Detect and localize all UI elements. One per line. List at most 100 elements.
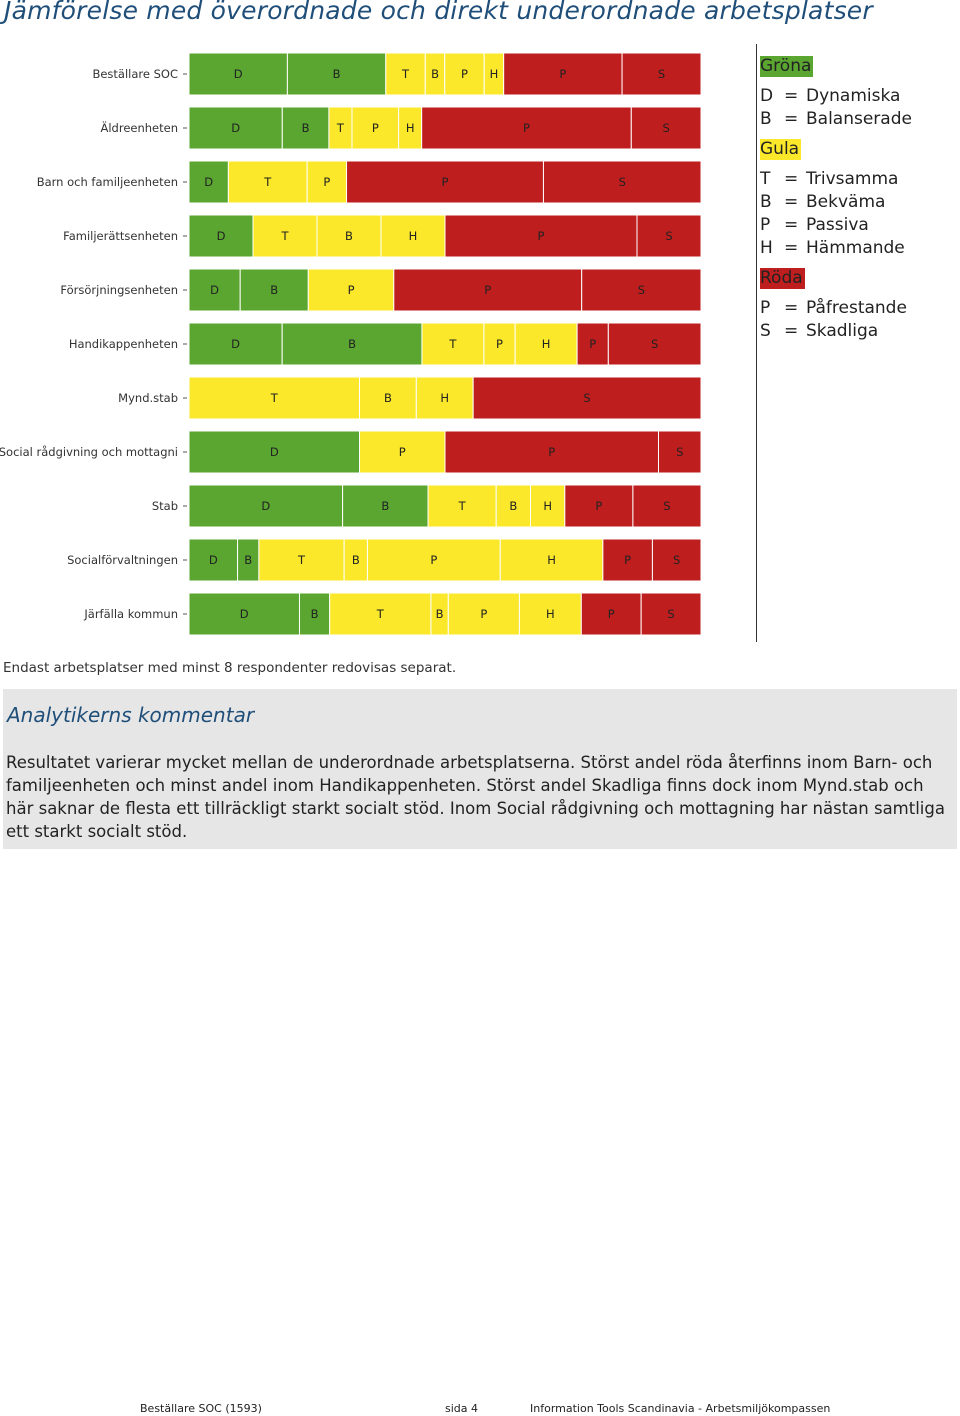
segment-label: B bbox=[352, 553, 360, 567]
legend-item: D = Dynamiska bbox=[760, 85, 912, 108]
category-label: Familjerättsenheten bbox=[63, 229, 178, 243]
segment-label: H bbox=[543, 499, 552, 513]
bar-segment bbox=[393, 268, 583, 312]
bar-segment bbox=[351, 106, 400, 150]
bar-segment bbox=[621, 52, 702, 96]
legend-item-text: Dynamiska bbox=[806, 86, 901, 106]
segment-label: D bbox=[240, 607, 249, 621]
segment-label: H bbox=[546, 607, 555, 621]
bar-segment bbox=[258, 538, 345, 582]
bar-segment bbox=[306, 160, 348, 204]
segment-label: B bbox=[381, 499, 389, 513]
legend-item-text: Bekväma bbox=[806, 192, 886, 212]
segment-label: T bbox=[336, 121, 345, 135]
segment-label: H bbox=[409, 229, 418, 243]
bar-segment bbox=[188, 484, 344, 528]
analyst-comment-text: Resultatet varierar mycket mellan de und… bbox=[6, 753, 945, 841]
segment-label: D bbox=[209, 553, 218, 567]
bar-segment bbox=[636, 214, 702, 258]
segment-label: S bbox=[619, 175, 626, 189]
segment-label: T bbox=[280, 229, 289, 243]
segment-label: T bbox=[297, 553, 306, 567]
segment-label: B bbox=[509, 499, 517, 513]
bar-segment bbox=[188, 376, 360, 420]
segment-label: D bbox=[204, 175, 213, 189]
bar-segment bbox=[581, 268, 702, 312]
legend-group-label: Röda bbox=[760, 268, 805, 289]
legend-item-equals: = bbox=[784, 215, 799, 235]
bar-segment bbox=[427, 484, 497, 528]
bar-segment bbox=[444, 214, 638, 258]
segment-label: S bbox=[665, 229, 672, 243]
bar-segment bbox=[483, 322, 516, 366]
legend-group: Gula T = Trivsamma B = Bekväma P = Passiva H = Hämma… bbox=[760, 139, 912, 260]
legend-divider bbox=[756, 44, 757, 642]
segment-label: S bbox=[673, 553, 680, 567]
bar-segment bbox=[380, 214, 446, 258]
segment-label: D bbox=[261, 499, 270, 513]
bar-segment bbox=[495, 484, 532, 528]
segment-label: P bbox=[430, 553, 437, 567]
bar-segment bbox=[188, 430, 360, 474]
legend-item-key: D bbox=[760, 86, 774, 106]
legend-item-equals: = bbox=[784, 238, 799, 258]
bar-segment bbox=[281, 322, 423, 366]
legend-item-equals: = bbox=[784, 192, 799, 212]
segment-label: P bbox=[595, 499, 602, 513]
segment-label: S bbox=[638, 283, 645, 297]
footer-page-number: sida 4 bbox=[445, 1402, 479, 1415]
legend-item-key: P bbox=[760, 298, 771, 318]
legend-item-text: Balanserade bbox=[806, 109, 912, 129]
analyst-comment-box: Analytikerns kommentar Resultatet varier… bbox=[3, 689, 957, 849]
bar-segment bbox=[415, 376, 474, 420]
bar-segment bbox=[252, 214, 318, 258]
bar-segment bbox=[316, 214, 382, 258]
segment-label: B bbox=[302, 121, 310, 135]
legend-item-text: Påfrestande bbox=[806, 298, 907, 318]
bar-segment bbox=[514, 322, 578, 366]
segment-label: S bbox=[583, 391, 590, 405]
legend-item-key: T bbox=[760, 169, 771, 189]
footer-respondents: Beställare SOC (1593) bbox=[140, 1402, 262, 1415]
segment-label: D bbox=[210, 283, 219, 297]
legend-group-label: Gröna bbox=[760, 56, 814, 77]
bar-segment bbox=[530, 484, 566, 528]
legend-item-equals: = bbox=[784, 298, 799, 318]
legend-group: Röda P = Påfrestande S = Skadliga bbox=[760, 268, 912, 343]
bar-segment bbox=[359, 430, 446, 474]
bar-segment bbox=[651, 538, 702, 582]
bar-segment bbox=[346, 160, 544, 204]
bar-segment bbox=[307, 268, 395, 312]
bar-segment bbox=[447, 592, 520, 636]
page-title: Jämförelse med överordnade och direkt un… bbox=[4, 0, 873, 25]
bar-segment bbox=[188, 592, 300, 636]
bar-segment bbox=[503, 52, 623, 96]
chart-legend: Gröna D = Dynamiska B = Balanserade Gula T = Trivs… bbox=[760, 56, 912, 351]
segment-label: P bbox=[480, 607, 487, 621]
segment-label: P bbox=[484, 283, 491, 297]
bar-segment bbox=[580, 592, 642, 636]
segment-label: S bbox=[667, 607, 674, 621]
segment-label: B bbox=[311, 607, 319, 621]
segment-label: B bbox=[348, 337, 356, 351]
segment-label: P bbox=[496, 337, 503, 351]
segment-label: S bbox=[651, 337, 658, 351]
segment-label: B bbox=[270, 283, 278, 297]
segment-label: T bbox=[458, 499, 467, 513]
segment-label: P bbox=[523, 121, 530, 135]
segment-label: H bbox=[490, 67, 499, 81]
bar-segment bbox=[542, 160, 702, 204]
segment-label: B bbox=[431, 67, 439, 81]
legend-item-equals: = bbox=[784, 169, 799, 189]
segment-label: S bbox=[676, 445, 683, 459]
category-label: Social rådgivning och mottagni bbox=[0, 445, 178, 459]
legend-item-text: Passiva bbox=[806, 215, 869, 235]
segment-label: D bbox=[217, 229, 226, 243]
legend-item-key: P bbox=[760, 215, 771, 235]
segment-label: P bbox=[442, 175, 449, 189]
segment-label: S bbox=[663, 499, 670, 513]
category-label: Stab bbox=[152, 499, 178, 513]
bar-segment bbox=[607, 322, 702, 366]
bar-segment bbox=[602, 538, 653, 582]
segment-label: H bbox=[440, 391, 449, 405]
